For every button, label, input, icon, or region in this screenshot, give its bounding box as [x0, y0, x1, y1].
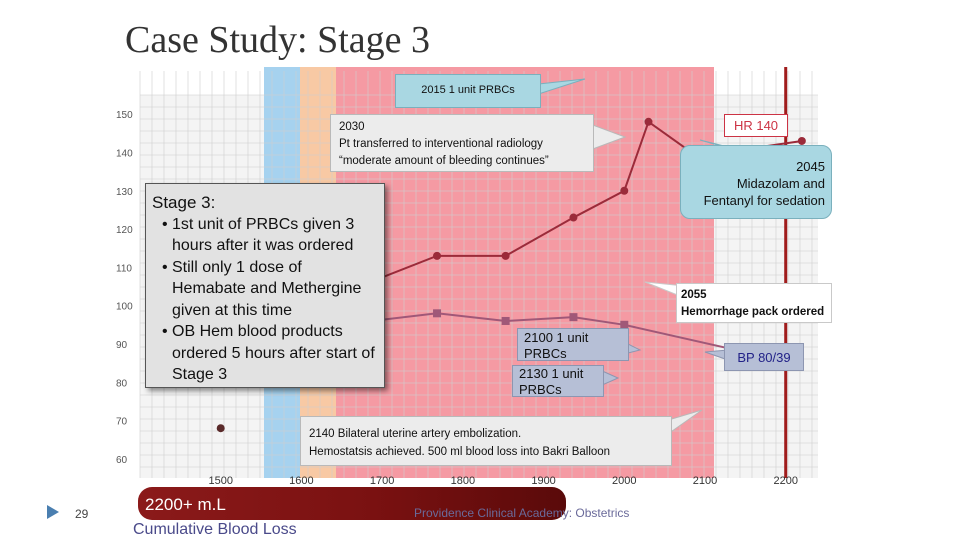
y-tick-label: 120	[116, 225, 133, 236]
stage3-bullet: OB Hem blood products ordered 5 hours af…	[162, 321, 376, 386]
blood-loss-label: Cumulative Blood Loss	[133, 521, 297, 538]
callout-2130-prbcs: 2130 1 unit PRBCs	[512, 365, 604, 397]
y-tick-label: 140	[116, 148, 133, 159]
blood-loss-bar	[138, 487, 566, 520]
callout-2055-line1: Hemorrhage pack ordered	[681, 306, 825, 318]
y-tick-label: 130	[116, 187, 133, 198]
callout-2100-line0: 2100 1 unit	[524, 330, 589, 345]
callout-2130-line0: 2130 1 unit	[519, 366, 584, 381]
callout-2030-time: 2030	[339, 121, 365, 133]
series-2-point	[216, 424, 225, 433]
series-1-point	[501, 316, 510, 325]
x-tick-label: 2200	[773, 475, 797, 487]
slide-title: Case Study: Stage 3	[125, 19, 431, 61]
y-tick-label: 90	[116, 340, 128, 351]
callout-bp: BP 80/39	[724, 343, 804, 371]
callout-2030-line2: “moderate amount of bleeding continues”	[339, 155, 549, 167]
callout-2045-line2: Fentanyl for sedation	[703, 193, 825, 208]
callout-hr: HR 140	[724, 114, 788, 137]
series-1-point	[620, 320, 629, 329]
series-1-point	[569, 313, 578, 322]
y-tick-label: 100	[116, 302, 133, 313]
callout-2055-time: 2055	[681, 289, 707, 301]
callout-2130-line1: PRBCs	[519, 382, 562, 397]
series-0-point	[797, 136, 806, 145]
x-tick-label: 2000	[612, 475, 636, 487]
y-tick-label: 150	[116, 110, 133, 121]
stage3-summary-box: Stage 3: 1st unit of PRBCs given 3 hours…	[145, 183, 385, 388]
series-0-point	[433, 251, 442, 260]
series-0-point	[501, 251, 510, 260]
series-0-point	[620, 186, 629, 195]
x-tick-label: 1900	[531, 475, 555, 487]
series-0-point	[569, 213, 578, 222]
stage3-title: Stage 3:	[152, 193, 216, 212]
x-tick-label: 1800	[451, 475, 475, 487]
stage3-bullet: Still only 1 dose of Hemabate and Mether…	[162, 257, 376, 322]
blood-loss-value: 2200+ m.L	[145, 495, 226, 514]
series-0-point	[644, 117, 653, 126]
y-tick-label: 60	[116, 455, 128, 466]
slide-nav-arrow-icon[interactable]	[47, 505, 59, 519]
callout-2045-sedation: 2045 Midazolam and Fentanyl for sedation	[680, 145, 832, 219]
callout-2100-prbcs: 2100 1 unit PRBCs	[517, 328, 629, 361]
x-axis: 1500 1600 1700 1800 1900 2000 2100 2200	[208, 475, 797, 487]
y-axis: 150 140 130 120 110 100 90 80 70 60	[116, 110, 133, 466]
callout-2055-hemorrhage-pack: 2055 Hemorrhage pack ordered	[676, 283, 832, 323]
x-tick-label: 1600	[289, 475, 313, 487]
y-tick-label: 110	[116, 263, 132, 274]
callout-2030-ir-transfer: 2030 Pt transferred to interventional ra…	[330, 114, 594, 172]
callout-2015-prbcs: 2015 1 unit PRBCs	[395, 74, 541, 108]
callout-2140-line1: Hemostatsis achieved. 500 ml blood loss …	[309, 446, 611, 458]
stage3-bullets: 1st unit of PRBCs given 3 hours after it…	[152, 214, 376, 386]
stage3-bullet: 1st unit of PRBCs given 3 hours after it…	[162, 214, 376, 257]
x-tick-label: 1500	[208, 475, 232, 487]
slide-footer: Providence Clinical Academy: Obstetrics	[414, 506, 630, 520]
callout-2045-line1: Midazolam and	[736, 176, 825, 191]
callout-2140-embolization: 2140 Bilateral uterine artery embolizati…	[300, 416, 672, 466]
series-1-point	[433, 309, 442, 318]
slide-number: 29	[75, 507, 89, 521]
y-tick-label: 80	[116, 378, 128, 389]
callout-2045-time: 2045	[796, 159, 825, 174]
x-tick-label: 1700	[370, 475, 394, 487]
callout-2100-line1: PRBCs	[524, 346, 567, 361]
y-tick-label: 70	[116, 417, 128, 428]
x-tick-label: 2100	[693, 475, 717, 487]
callout-2140-line0: 2140 Bilateral uterine artery embolizati…	[309, 428, 522, 440]
callout-2030-line1: Pt transferred to interventional radiolo…	[339, 138, 543, 150]
